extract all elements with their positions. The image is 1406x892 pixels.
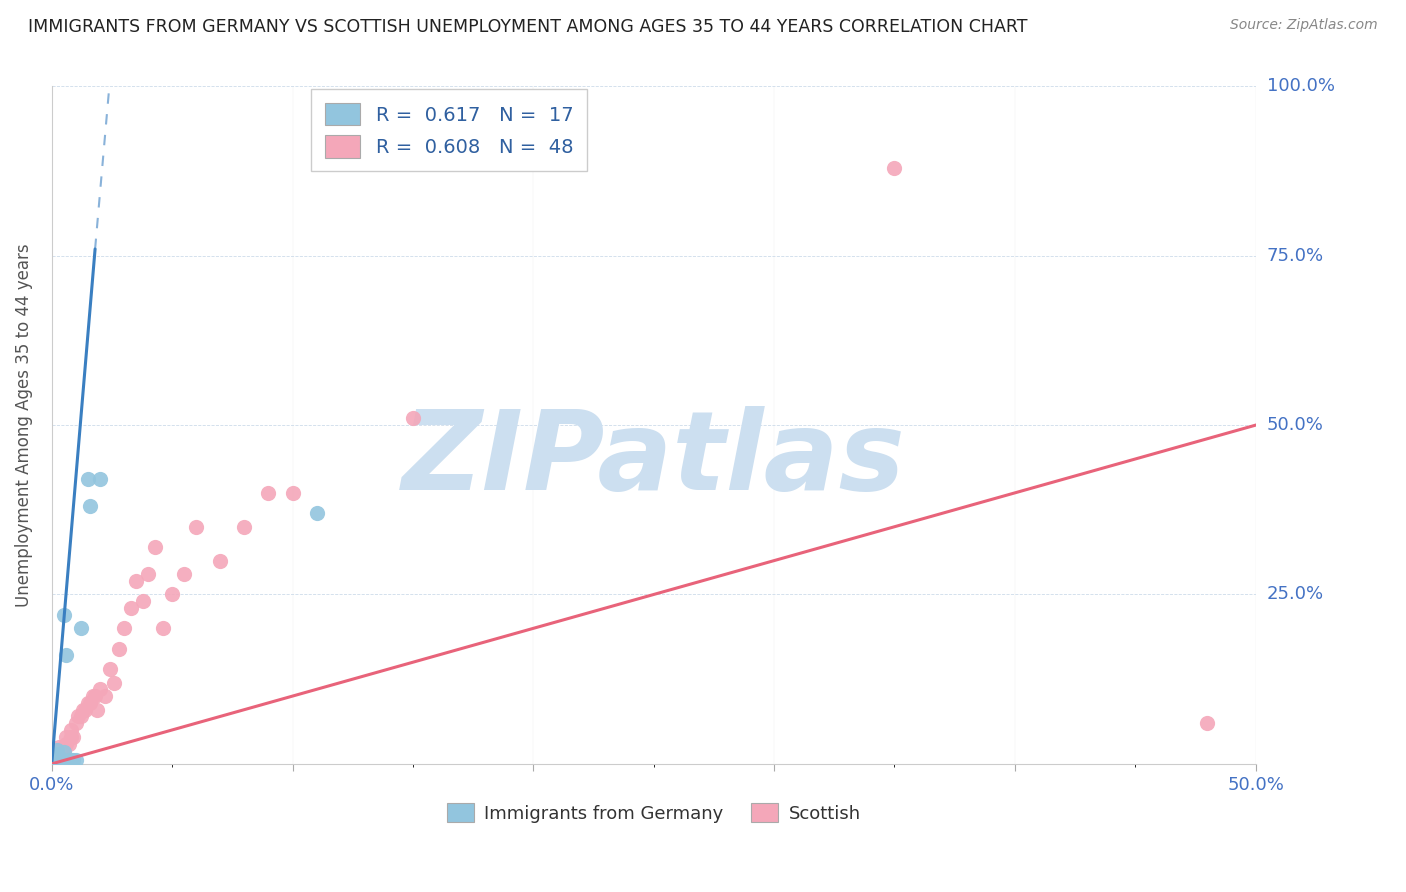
Text: 25.0%: 25.0%: [1267, 585, 1324, 604]
Point: [173, 567, 195, 582]
Point: [120, 601, 142, 615]
Point: [76, 696, 98, 710]
Point: [233, 520, 256, 534]
Text: IMMIGRANTS FROM GERMANY VS SCOTTISH UNEMPLOYMENT AMONG AGES 35 TO 44 YEARS CORRE: IMMIGRANTS FROM GERMANY VS SCOTTISH UNEM…: [28, 18, 1028, 36]
Point: [883, 161, 905, 175]
Point: [402, 411, 425, 425]
Point: [48, 750, 70, 764]
Point: [125, 574, 148, 588]
Text: 75.0%: 75.0%: [1267, 247, 1324, 265]
Text: 100.0%: 100.0%: [1267, 78, 1334, 95]
Point: [257, 486, 280, 500]
Point: [112, 621, 135, 635]
Point: [84, 689, 107, 703]
Point: [89, 472, 111, 486]
Legend: Immigrants from Germany, Scottish: Immigrants from Germany, Scottish: [447, 803, 860, 822]
Point: [60, 723, 83, 737]
Point: [52, 743, 75, 757]
Point: [48, 739, 70, 754]
Point: [62, 754, 84, 768]
Point: [76, 472, 98, 486]
Point: [55, 737, 77, 751]
Point: [52, 607, 75, 622]
Point: [75, 703, 97, 717]
Point: [51, 743, 73, 757]
Point: [45, 750, 67, 764]
Point: [98, 662, 121, 676]
Point: [60, 754, 83, 768]
Point: [44, 754, 66, 768]
Point: [52, 739, 75, 754]
Point: [79, 696, 101, 710]
Point: [281, 486, 304, 500]
Point: [67, 709, 90, 723]
Text: Source: ZipAtlas.com: Source: ZipAtlas.com: [1230, 18, 1378, 32]
Point: [209, 553, 232, 567]
Point: [45, 747, 67, 761]
Point: [45, 743, 67, 757]
Text: 50.0%: 50.0%: [1267, 417, 1323, 434]
Point: [82, 689, 104, 703]
Point: [55, 648, 77, 663]
Point: [1197, 716, 1219, 731]
Point: [62, 730, 84, 744]
Point: [305, 506, 328, 520]
Point: [69, 709, 91, 723]
Point: [136, 567, 159, 582]
Point: [51, 754, 73, 768]
Point: [44, 750, 66, 764]
Point: [48, 747, 70, 761]
Point: [86, 703, 108, 717]
Point: [108, 641, 131, 656]
Point: [152, 621, 174, 635]
Point: [186, 520, 208, 534]
Point: [45, 743, 67, 757]
Point: [89, 682, 111, 697]
Point: [65, 716, 87, 731]
Point: [132, 594, 155, 608]
Point: [160, 587, 183, 601]
Point: [52, 745, 75, 759]
Point: [51, 747, 73, 761]
Point: [60, 730, 83, 744]
Y-axis label: Unemployment Among Ages 35 to 44 years: Unemployment Among Ages 35 to 44 years: [15, 244, 32, 607]
Point: [69, 621, 91, 635]
Point: [58, 737, 80, 751]
Point: [103, 675, 125, 690]
Point: [65, 754, 87, 768]
Point: [93, 689, 115, 703]
Point: [72, 703, 94, 717]
Point: [79, 500, 101, 514]
Point: [55, 730, 77, 744]
Point: [44, 754, 66, 768]
Point: [143, 540, 166, 554]
Text: ZIPatlas: ZIPatlas: [402, 406, 905, 513]
Point: [58, 754, 80, 768]
